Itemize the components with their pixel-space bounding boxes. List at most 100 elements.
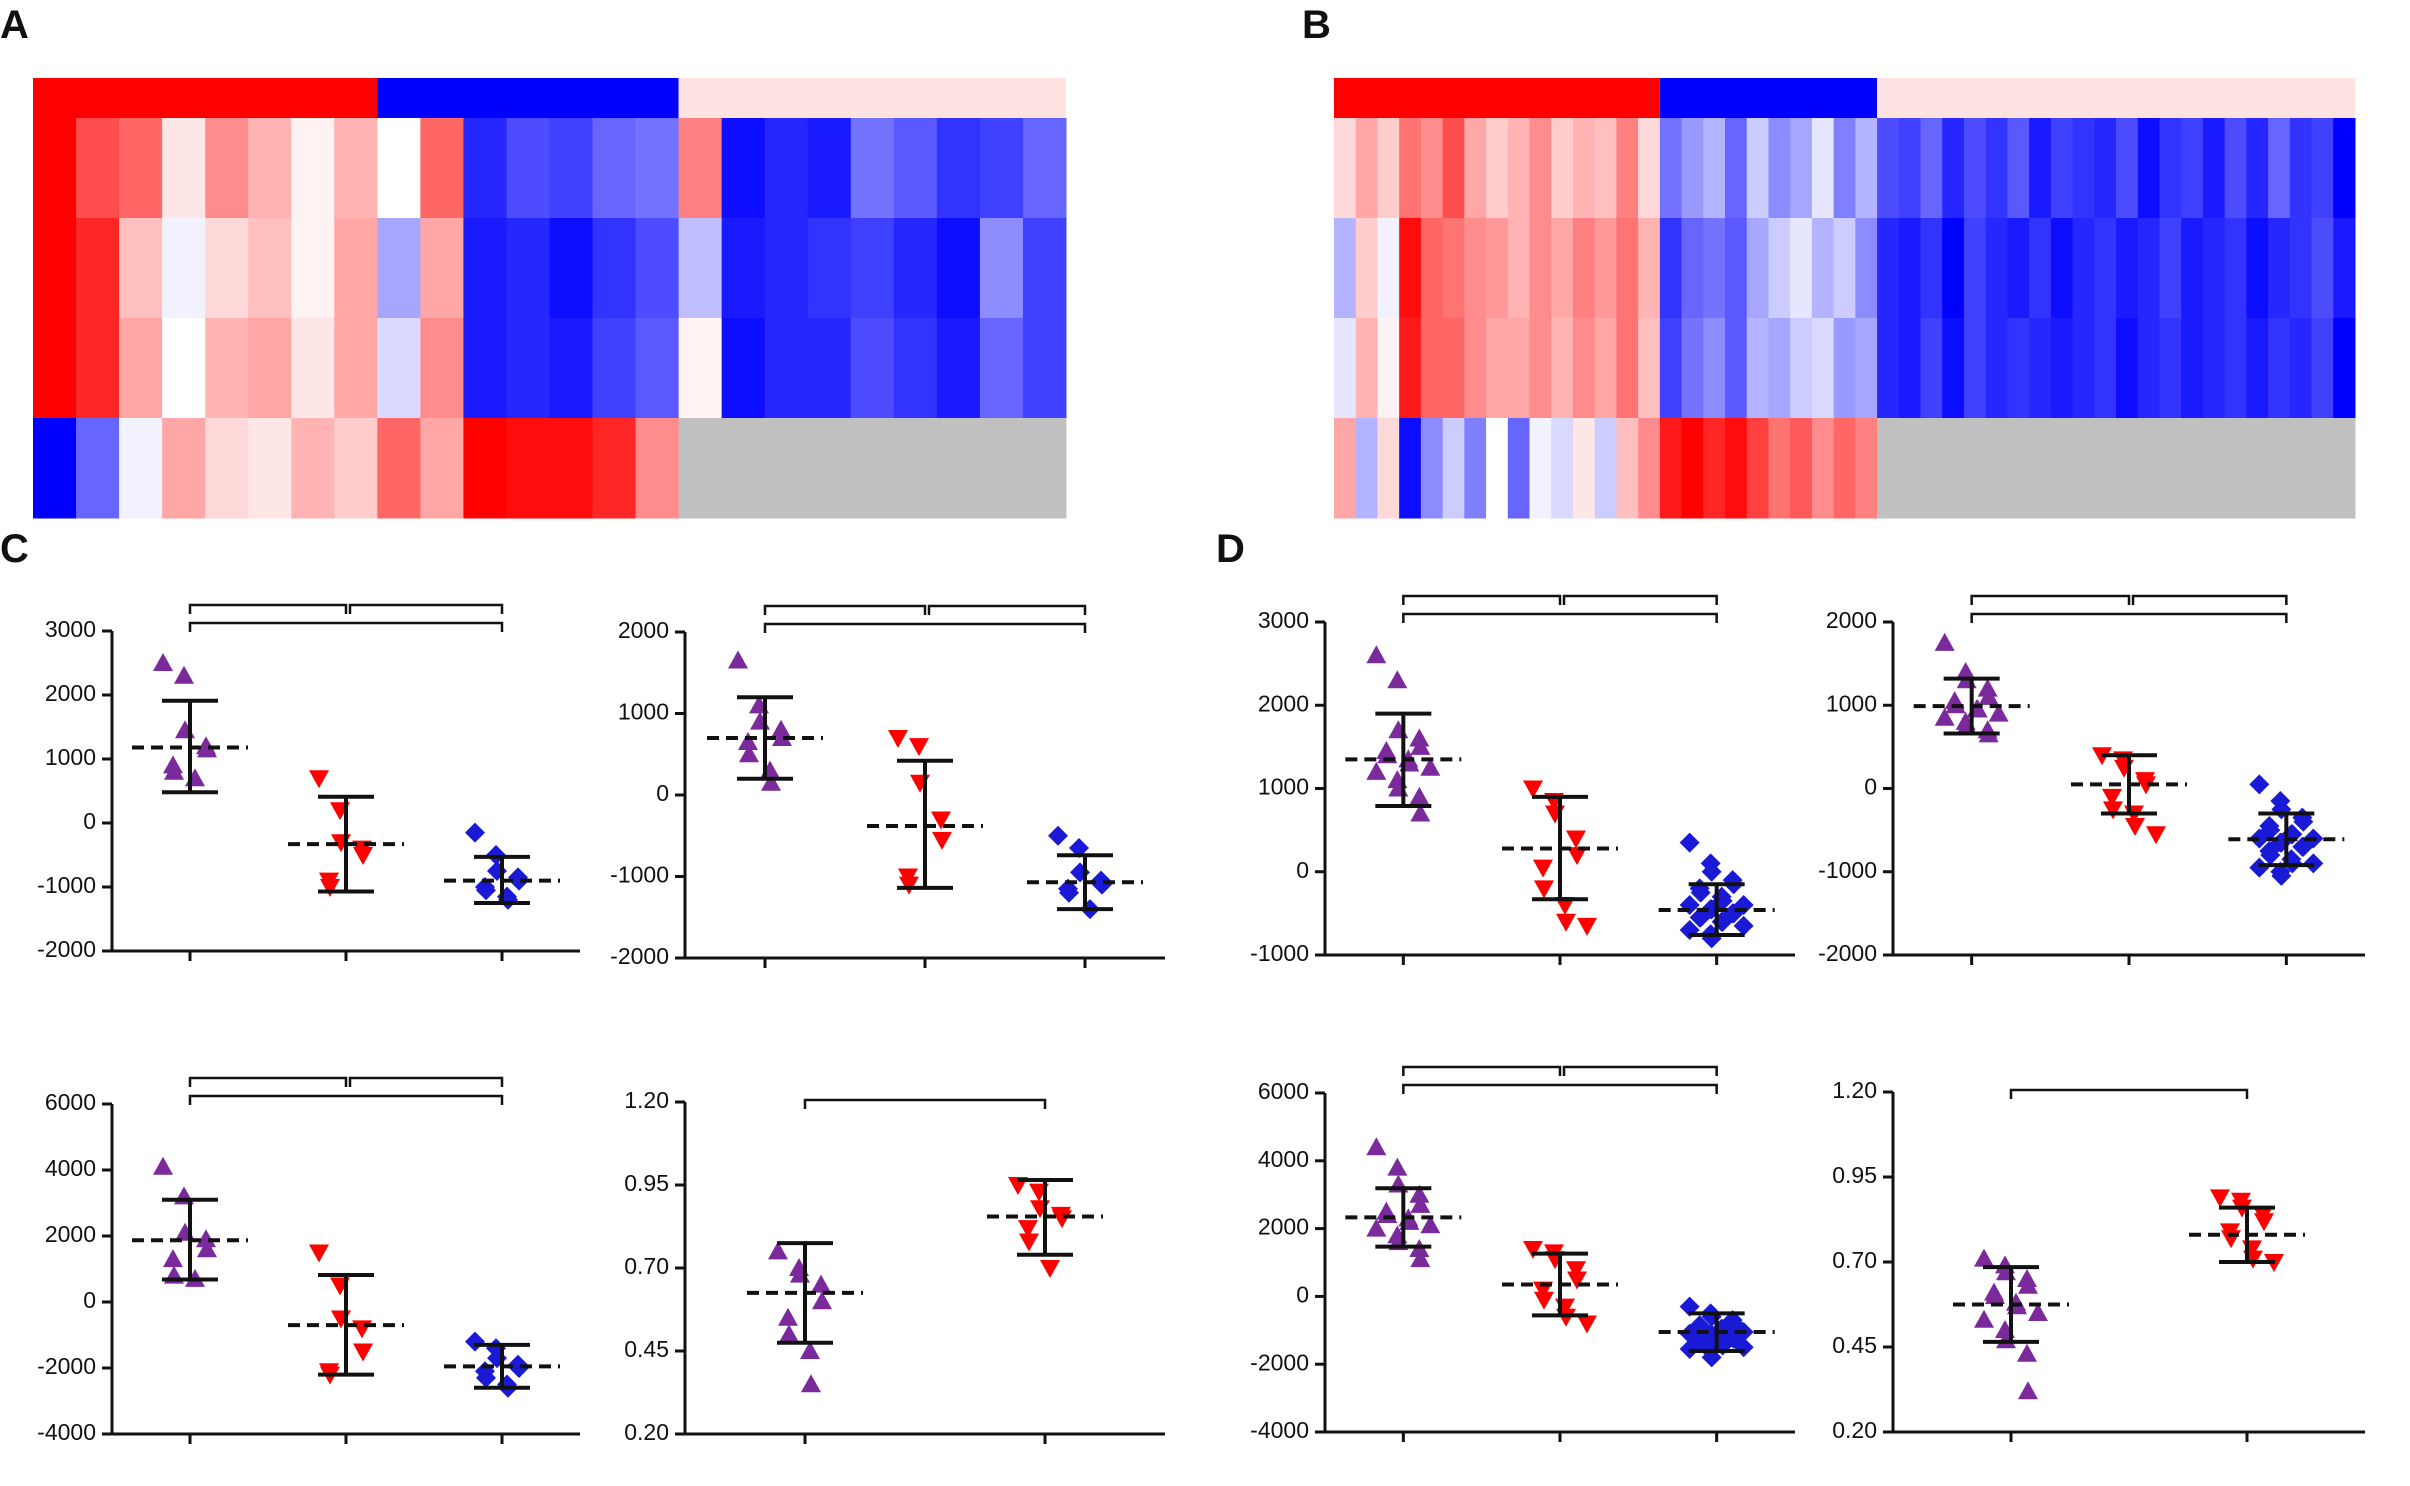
data-point xyxy=(2293,836,2314,857)
heatmap-cell xyxy=(807,218,852,319)
heatmap-cell xyxy=(1334,318,1357,419)
heatmap-cell xyxy=(1529,318,1552,419)
heatmap-cell xyxy=(1811,118,1835,219)
heatmap-cell xyxy=(2202,118,2226,219)
data-point xyxy=(509,870,529,891)
heatmap-cell xyxy=(2333,218,2356,319)
heatmap-cell xyxy=(162,218,206,319)
heatmap-cell xyxy=(2181,218,2204,319)
heatmap-cell xyxy=(2159,318,2182,419)
data-point xyxy=(164,761,184,780)
y-tick-label: 4000 xyxy=(1258,1146,1309,1172)
heatmap-cell xyxy=(1442,418,1465,519)
y-tick-label: 3000 xyxy=(45,616,96,642)
heatmap-cell xyxy=(2094,218,2117,319)
heatmap-cell xyxy=(1942,218,1965,319)
data-point xyxy=(353,847,373,865)
y-tick-label: 4000 xyxy=(45,1155,96,1181)
data-point xyxy=(2018,1381,2038,1400)
data-point xyxy=(1567,1271,1587,1290)
heatmap-cell xyxy=(893,318,938,419)
heatmap-cell xyxy=(248,318,292,419)
data-point xyxy=(1409,1184,1430,1203)
y-tick-label: 0.20 xyxy=(1832,1417,1877,1443)
heatmap-cell xyxy=(2007,318,2030,419)
heatmap-cell xyxy=(1681,118,1704,219)
heatmap-cell xyxy=(1703,118,1726,219)
heatmap-layer xyxy=(33,78,2356,519)
y-tick-label: -2000 xyxy=(37,936,96,962)
heatmap-cell xyxy=(1420,418,1444,519)
significance-bracket xyxy=(188,1076,348,1087)
heatmap-a xyxy=(33,78,1067,519)
heatmap-cell xyxy=(1811,318,1835,419)
data-point xyxy=(2125,817,2145,836)
data-point xyxy=(812,1291,832,1310)
heatmap-cell xyxy=(635,218,680,319)
y-tick-label: 1000 xyxy=(1258,774,1309,800)
heatmap-cell xyxy=(1551,218,1574,319)
heatmap-cell xyxy=(1877,118,1900,219)
heatmap-cell xyxy=(377,218,421,319)
heatmap-cell xyxy=(592,118,637,219)
heatmap-cell xyxy=(1594,418,1617,519)
y-tick-label: 0.95 xyxy=(624,1170,669,1196)
data-point xyxy=(2271,865,2292,886)
heatmap-cell xyxy=(2116,218,2139,319)
heatmap-cell xyxy=(635,418,680,519)
data-point xyxy=(1366,1218,1387,1237)
heatmap-cell xyxy=(1377,118,1400,219)
heatmap-cell xyxy=(1616,118,1639,219)
heatmap-cell xyxy=(2029,218,2052,319)
data-point xyxy=(476,1367,496,1388)
data-point xyxy=(353,1343,373,1362)
data-point xyxy=(1048,825,1068,846)
heatmap-cell xyxy=(2224,418,2247,519)
heatmap-cell xyxy=(1594,118,1617,219)
heatmap-cell xyxy=(2181,318,2204,419)
y-tick-label: 0.20 xyxy=(624,1419,669,1445)
heatmap-cell xyxy=(936,318,981,419)
heatmap-cell xyxy=(1703,418,1726,519)
scatter-plot: -2000 -1000 0 1000 2000 xyxy=(1818,594,2365,966)
heatmap-cell xyxy=(1355,118,1378,219)
heatmap-cell xyxy=(1725,118,1748,219)
heatmap-cell xyxy=(592,418,637,519)
heatmap-cell xyxy=(1355,418,1378,519)
y-tick-label: -2000 xyxy=(1250,1349,1309,1375)
heatmap-cell xyxy=(2159,118,2182,219)
heatmap-cell xyxy=(205,318,249,419)
data-point xyxy=(465,822,485,843)
heatmap-cell xyxy=(291,218,335,319)
heatmap-cell xyxy=(2181,418,2204,519)
heatmap-cell xyxy=(420,218,464,319)
y-tick-label: 0 xyxy=(83,1287,96,1313)
heatmap-cell xyxy=(2094,118,2117,219)
y-tick-label: -2000 xyxy=(1818,940,1877,966)
data-point xyxy=(768,1241,788,1260)
data-point xyxy=(2028,1303,2048,1321)
heatmap-cell xyxy=(2202,218,2226,319)
heatmap-cell xyxy=(1790,218,1813,319)
data-point xyxy=(2254,1213,2274,1232)
heatmap-cell xyxy=(1529,218,1552,319)
heatmap-cell xyxy=(2224,118,2247,219)
significance-bracket xyxy=(348,603,504,614)
heatmap-cell xyxy=(2137,318,2160,419)
data-point xyxy=(2103,801,2123,820)
data-point xyxy=(2146,826,2166,845)
data-point xyxy=(2249,857,2270,878)
heatmap-cell xyxy=(1942,118,1965,219)
heatmap-cell xyxy=(1377,418,1400,519)
heatmap-cell xyxy=(1638,118,1661,219)
heatmap-cell xyxy=(1790,118,1813,219)
heatmap-cell xyxy=(2029,418,2052,519)
heatmap-cell xyxy=(850,418,895,519)
data-point xyxy=(1733,915,1754,936)
heatmap-cell xyxy=(1638,218,1661,319)
heatmap-cell xyxy=(334,318,378,419)
heatmap-cell xyxy=(1420,118,1444,219)
data-point xyxy=(2018,1275,2038,1294)
data-point xyxy=(761,772,781,791)
heatmap-cell xyxy=(764,118,809,219)
